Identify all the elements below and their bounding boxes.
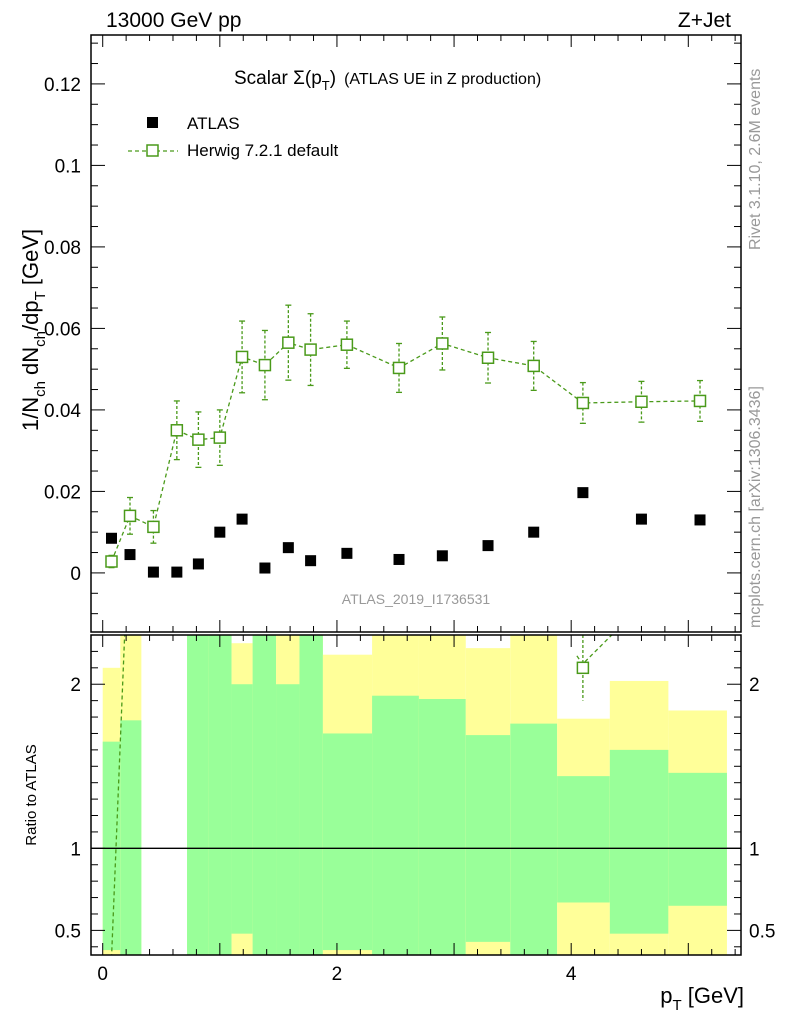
mc-point-11 <box>392 361 406 375</box>
ratio-content <box>91 635 741 955</box>
mc-point-9 <box>304 343 317 356</box>
mc-point-12 <box>436 337 449 350</box>
ratio-band-inner-6 <box>276 684 300 955</box>
main-y-tick-label-5: 0.1 <box>55 156 81 177</box>
ratio-y-tick-label-left-2: 2 <box>70 675 81 696</box>
main-title: Scalar Σ(pT) (ATLAS UE in Z production) <box>234 68 541 93</box>
atlas-point-13 <box>482 540 494 552</box>
atlas-point-8 <box>282 542 294 554</box>
mc-point-1 <box>123 509 137 523</box>
mc-point-10 <box>340 338 354 351</box>
ratio-band-inner-10 <box>418 699 466 955</box>
atlas-point-15 <box>577 487 589 499</box>
mc-point-7 <box>258 358 272 372</box>
main-y-tick-label-3: 0.06 <box>44 319 81 340</box>
mc-point-5 <box>213 431 227 444</box>
atlas-point-1 <box>124 549 136 561</box>
mc-point-13 <box>481 351 495 364</box>
rivet-label: Rivet 3.1.10, 2.6M events <box>747 69 764 250</box>
ratio-mc-point <box>576 661 590 675</box>
ratio-band-inner-13 <box>557 776 610 903</box>
atlas-point-14 <box>528 526 540 538</box>
ratio-band-inner-2 <box>187 635 209 955</box>
ratio-mc-line-high-b <box>584 635 613 663</box>
atlas-point-3 <box>171 566 183 578</box>
x-tick-label-1: 2 <box>332 964 343 985</box>
atlas-point-11 <box>393 553 405 565</box>
legend-atlas-label: ATLAS <box>187 114 240 133</box>
legend-atlas-marker <box>147 117 158 128</box>
atlas-point-0 <box>105 532 117 544</box>
ratio-ylabel: Ratio to ATLAS <box>23 744 40 845</box>
mc-point-4 <box>192 433 205 446</box>
atlas-point-12 <box>436 550 448 562</box>
ratio-band-inner-1 <box>120 720 142 955</box>
main-content <box>105 304 707 578</box>
main-frame <box>90 34 742 633</box>
x-tick-label-0: 0 <box>97 964 108 985</box>
ratio-y-tick-label-right-2: 2 <box>749 675 760 696</box>
ratio-band-inner-0 <box>102 741 121 951</box>
header-left: 13000 GeV pp <box>106 9 241 32</box>
ratio-bands <box>102 635 727 955</box>
ratio-band-inner-12 <box>510 723 558 955</box>
mc-point-2 <box>147 520 160 534</box>
atlas-point-10 <box>341 547 353 559</box>
axes: 0 2 4 0 0.02 0.04 0.06 0.08 0.1 0.12 0.5 0.5 1 1 2 2 <box>44 34 775 985</box>
main-y-tick-label-0: 0 <box>70 564 81 585</box>
atlas-point-2 <box>147 566 159 578</box>
ratio-y-tick-label-left-1: 1 <box>70 839 81 860</box>
x-tick-label-2: 4 <box>566 964 577 985</box>
ratio-frame <box>90 634 742 956</box>
atlas-point-7 <box>259 562 271 574</box>
mc-point-17 <box>693 394 707 408</box>
ratio-band-inner-14 <box>609 749 669 934</box>
ratio-y-tick-label-right-0: 0.5 <box>749 921 775 942</box>
atlas-point-6 <box>236 513 248 525</box>
mc-point-16 <box>635 395 648 409</box>
header-right: Z+Jet <box>678 9 731 32</box>
ratio-band-inner-3 <box>208 635 232 955</box>
ratio-band-inner-11 <box>465 735 511 942</box>
main-y-tick-label-2: 0.04 <box>44 401 81 422</box>
main-y-tick-label-1: 0.02 <box>44 482 81 503</box>
ratio-mc-line-high-a <box>576 655 582 663</box>
atlas-point-16 <box>635 513 647 525</box>
ratio-y-tick-label-left-0: 0.5 <box>55 921 81 942</box>
x-axis-label: pT [GeV] <box>660 983 744 1014</box>
main-ylabel: 1/Nch dNch/dpT [GeV] <box>18 229 49 431</box>
ratio-band-inner-5 <box>252 635 277 955</box>
main-y-tick-label-6: 0.12 <box>44 75 81 96</box>
legend: ATLAS Herwig 7.2.1 default <box>128 114 338 160</box>
main-y-tick-label-4: 0.08 <box>44 238 81 259</box>
ratio-band-inner-9 <box>372 695 419 955</box>
ratio-band-inner-4 <box>231 684 253 934</box>
mc-point-0 <box>105 555 118 568</box>
legend-herwig-label: Herwig 7.2.1 default <box>187 141 338 160</box>
mc-line <box>110 341 701 562</box>
ratio-mc-line-low <box>110 635 126 955</box>
mc-point-6 <box>235 350 249 364</box>
mc-point-15 <box>576 396 590 410</box>
atlas-point-4 <box>192 558 204 570</box>
mc-point-14 <box>527 359 540 373</box>
atlas-point-9 <box>305 555 317 567</box>
ratio-band-inner-7 <box>299 635 323 955</box>
mcplots-label: mcplots.cern.ch [arXiv:1306.3436] <box>747 386 764 628</box>
mc-point-3 <box>170 424 184 437</box>
ratio-band-inner-8 <box>322 733 373 951</box>
atlas-point-17 <box>694 514 706 526</box>
mc-point-8 <box>282 336 295 349</box>
atlas-point-5 <box>214 526 226 538</box>
analysis-watermark: ATLAS_2019_I1736531 <box>342 591 491 607</box>
ratio-y-tick-label-right-1: 1 <box>749 839 760 860</box>
ratio-band-inner-15 <box>668 772 727 906</box>
legend-herwig-marker <box>146 144 159 157</box>
